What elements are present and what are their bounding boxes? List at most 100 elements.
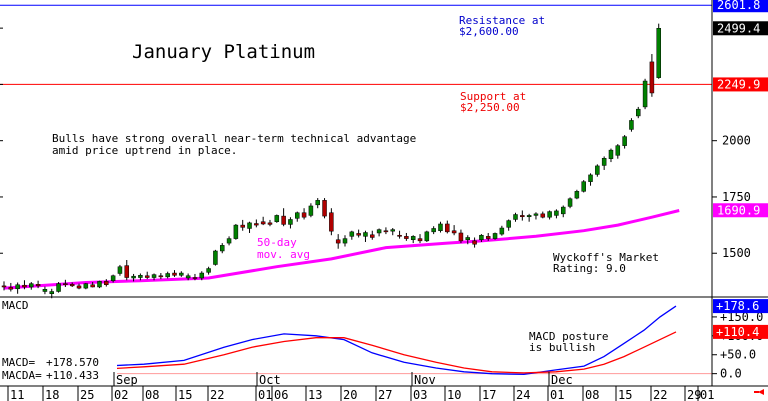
candle-body [124, 265, 130, 278]
candle-body [465, 237, 471, 240]
candle-body [274, 215, 280, 222]
candle-body [656, 28, 661, 78]
candle-body [226, 238, 232, 244]
month-label: Oct [259, 373, 281, 387]
macd-lines-layer [3, 305, 677, 376]
x-tick-label: 18 [45, 388, 59, 401]
candle-body [295, 212, 300, 219]
macd-panel-title: MACD [2, 299, 29, 312]
candle-body [520, 215, 525, 218]
candle-body [192, 277, 198, 279]
candle-body [547, 211, 552, 218]
candle-body [506, 220, 511, 228]
candle-body [56, 283, 61, 292]
support-annotation-line-2: $2,250.00 [460, 101, 520, 114]
candle-body [281, 215, 286, 225]
price-tag-bg [713, 21, 768, 36]
x-tick-label: 22 [653, 388, 667, 401]
candle-body [308, 205, 314, 216]
candle-body [165, 273, 170, 278]
macd-comment-line-1: MACD posture [529, 330, 608, 343]
support-annotation-line-1: Support at [460, 90, 526, 103]
macda-readout-label: MACDA= [2, 369, 42, 382]
price-y-tick-label: 1500 [722, 246, 751, 260]
candle-body [110, 275, 116, 281]
candle-body [342, 238, 348, 244]
candle-body [390, 229, 395, 232]
candle-body [35, 284, 41, 287]
x-tick-label: 03 [413, 388, 427, 401]
candle-body [438, 223, 443, 231]
candle-body [397, 234, 402, 237]
candles-layer [1, 23, 661, 299]
ma-label-line-2: mov. avg [257, 248, 310, 261]
candle-body [97, 281, 102, 288]
price-tag-label: 2249.9 [717, 77, 760, 91]
x-tick-label: 17 [482, 388, 496, 401]
x-tick-label: 01 [258, 388, 272, 401]
candle-body [233, 224, 239, 239]
candle-body [69, 284, 75, 287]
candle-body [376, 229, 382, 234]
candle-body [76, 285, 82, 289]
candle-body [588, 174, 593, 182]
candle-body [629, 120, 634, 130]
candle-body [138, 275, 143, 278]
candle-body [356, 233, 361, 236]
candle-body [567, 198, 573, 207]
price-panel: January Platinum Resistance at $2,600.00… [0, 4, 712, 299]
candle-body [554, 210, 559, 216]
x-tick-label: 24 [516, 388, 530, 401]
candle-body [485, 236, 491, 239]
candle-body [404, 236, 409, 239]
price-y-tick-label: 1750 [722, 190, 751, 204]
candle-body [8, 287, 14, 290]
macda-readout-value: +110.433 [46, 369, 99, 382]
ma-label-line-1: 50-day [257, 236, 297, 249]
candle-body [329, 212, 334, 232]
scroll-left-arrow-stem [754, 391, 759, 393]
candle-body [540, 213, 546, 218]
x-axis: 11 18 25 02 08 15 22 01 06 13 20 27 03 10 17 24 01 08 15 22… [7, 372, 714, 401]
candle-body [601, 157, 607, 166]
candle-body [513, 214, 518, 220]
candle-body [260, 221, 266, 225]
candle-body [49, 291, 54, 294]
month-label: Dec [551, 373, 573, 387]
candle-body [158, 275, 164, 278]
candle-body [199, 272, 205, 279]
macda-line [3, 331, 677, 374]
x-tick-label: 25 [80, 388, 94, 401]
candle-body [615, 145, 621, 156]
scroll-left-arrow-icon[interactable] [758, 389, 764, 395]
macd-readout-label: MACD= [2, 356, 35, 369]
candle-body [131, 275, 136, 279]
candle-body [608, 149, 614, 159]
candle-body [424, 231, 430, 242]
x-tick-label: 15 [178, 388, 192, 401]
candle-body [206, 268, 211, 273]
price-tag-label: 2601.8 [717, 0, 760, 12]
price-tag-bg [713, 77, 768, 92]
macd-y-tick-label: +150.0 [720, 310, 763, 324]
candle-body [649, 61, 655, 94]
candle-body [349, 231, 355, 237]
macd-readout-box [0, 353, 117, 386]
candle-body [417, 238, 423, 242]
candle-body [499, 227, 505, 235]
macd-readout-value: +178.570 [46, 356, 99, 369]
candle-body [636, 108, 641, 117]
candle-body [370, 234, 375, 238]
candle-body [526, 215, 532, 218]
moving-average-line [3, 209, 680, 290]
candle-body [533, 213, 539, 216]
candle-body [458, 232, 464, 242]
macd-price-tag-label: +110.4 [716, 325, 759, 339]
candle-body [431, 228, 436, 233]
candle-body [104, 281, 109, 285]
candle-body [267, 222, 273, 225]
candle-body [29, 283, 34, 288]
